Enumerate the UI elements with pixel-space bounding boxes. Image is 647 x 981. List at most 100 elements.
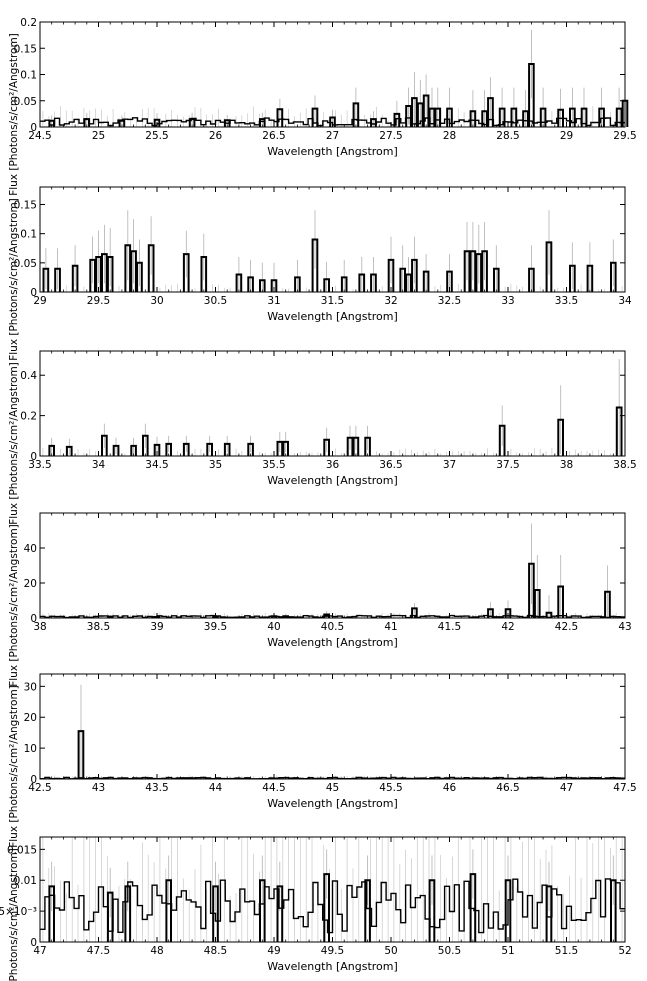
flux-bin [276, 885, 284, 942]
x-tick-label: 47.5 [613, 782, 636, 794]
flux-bin [48, 119, 55, 127]
flux-bin [604, 590, 611, 618]
flux-bin [481, 250, 488, 292]
flux-bin [182, 253, 190, 292]
x-tick-label: 43.5 [145, 782, 168, 794]
flux-bin [142, 434, 149, 456]
x-tick-label: 48 [150, 945, 163, 957]
y-tick-label: 0 [30, 451, 37, 463]
flux-bins [48, 873, 617, 942]
flux-bin [48, 885, 55, 942]
error-bars [42, 359, 623, 456]
y-axis: 0 5×10⁻³ 0.01 0.015 [0, 844, 625, 949]
x-tick-label: 37.5 [496, 459, 519, 471]
y-axis: 0 0.05 0.1 0.15 [14, 200, 625, 299]
flux-bin [545, 885, 553, 942]
y-tick-label: 40 [24, 543, 37, 555]
flux-bin [522, 110, 529, 127]
x-tick-label: 32.5 [438, 295, 461, 307]
flux-bin [610, 261, 617, 292]
flux-bin [434, 107, 442, 127]
x-tick-label: 40.5 [321, 621, 344, 633]
y-tick-label: 0 [30, 774, 37, 786]
y-tick-label: 20 [24, 578, 37, 590]
flux-bin [569, 107, 576, 127]
y-axis-title: Flux [Photons/s/cm²/Angstrom] [8, 198, 20, 361]
chart-panel-1: 24.5 25 25.5 26 26.5 27 27.5 28 28.5 29 29.5 Wavele… [8, 17, 637, 196]
x-tick-label: 51 [501, 945, 514, 957]
x-tick-label: 31 [267, 295, 280, 307]
flux-bin [557, 585, 564, 618]
flux-bin [71, 264, 79, 292]
x-tick-label: 33.5 [28, 459, 51, 471]
baseline-histogram [40, 614, 625, 619]
flux-bin [545, 241, 553, 292]
chart-panel-3: 33.5 34 34.5 35 35.5 36 36.5 37 37.5 38 38.5 Wavele… [8, 350, 637, 525]
y-tick-label: 0.15 [14, 200, 37, 212]
flux-bin [89, 258, 96, 292]
flux-bin [487, 97, 494, 127]
flux-bin [247, 442, 254, 456]
flux-bin [416, 102, 424, 127]
flux-bin [165, 442, 172, 456]
x-tick-label: 52 [618, 945, 631, 957]
y-tick-label: 0.05 [14, 258, 37, 270]
chart-panel-2: 29 29.5 30 30.5 31 31.5 32 32.5 33 33.5 34 Waveleng… [8, 186, 632, 361]
flux-bin [130, 444, 137, 456]
flux-bin [411, 607, 418, 618]
flux-bin [182, 442, 190, 456]
flux-bin [463, 250, 471, 292]
x-tick-label: 36.5 [379, 459, 402, 471]
y-axis-title: Flux [Photons/s/cm²/Angstrom] [8, 524, 20, 687]
flux-bin [212, 885, 219, 942]
flux-bin [399, 267, 406, 292]
flux-bin [504, 608, 512, 618]
y-tick-label: 0.15 [14, 43, 37, 55]
flux-bin [323, 873, 330, 942]
flux-bin [323, 278, 330, 292]
flux-bin [557, 418, 564, 456]
y-tick-label: 0 [30, 937, 37, 949]
x-tick-label: 42 [501, 621, 514, 633]
x-tick-label: 25 [92, 130, 105, 142]
x-tick-label: 45.5 [379, 782, 402, 794]
flux-bin [598, 107, 605, 127]
flux-bin [223, 119, 231, 127]
x-tick-label: 43 [618, 621, 631, 633]
flux-bin [428, 879, 436, 942]
y-tick-label: 0.05 [14, 96, 37, 108]
flux-bin [329, 116, 336, 127]
flux-bin [83, 118, 91, 127]
x-axis-title: Wavelength [Angstrom] [267, 310, 398, 323]
flux-bin [294, 276, 301, 292]
x-tick-label: 30 [150, 295, 163, 307]
flux-bin [528, 562, 535, 618]
y-tick-label: 0.015 [7, 844, 37, 856]
flux-bin [569, 264, 576, 292]
x-tick-label: 29 [560, 130, 573, 142]
x-tick-label: 33 [501, 295, 514, 307]
x-tick-label: 32 [384, 295, 397, 307]
flux-bin [498, 107, 506, 127]
flux-bin [165, 879, 172, 942]
flux-bin [223, 442, 231, 456]
x-axis: 42.5 43 43.5 44 44.5 45 45.5 46 46.5 47 47.5 [28, 674, 637, 794]
flux-bin [259, 279, 266, 292]
flux-bin [370, 273, 377, 292]
flux-bin [282, 440, 289, 456]
x-tick-label: 48.5 [204, 945, 227, 957]
x-tick-label: 44 [209, 782, 223, 794]
y-tick-label: 10 [24, 743, 37, 755]
flux-bin [42, 267, 50, 292]
flux-bin [101, 434, 108, 456]
flux-bin [580, 107, 588, 127]
flux-bin [545, 611, 553, 618]
flux-bin [358, 273, 366, 292]
x-tick-label: 44.5 [262, 782, 285, 794]
flux-bin [422, 270, 430, 292]
flux-bin [247, 276, 254, 292]
flux-bin [533, 589, 541, 618]
y-axis: 0 0.05 0.1 0.15 0.2 [14, 17, 625, 134]
x-tick-label: 27.5 [379, 130, 402, 142]
x-tick-label: 46 [443, 782, 457, 794]
